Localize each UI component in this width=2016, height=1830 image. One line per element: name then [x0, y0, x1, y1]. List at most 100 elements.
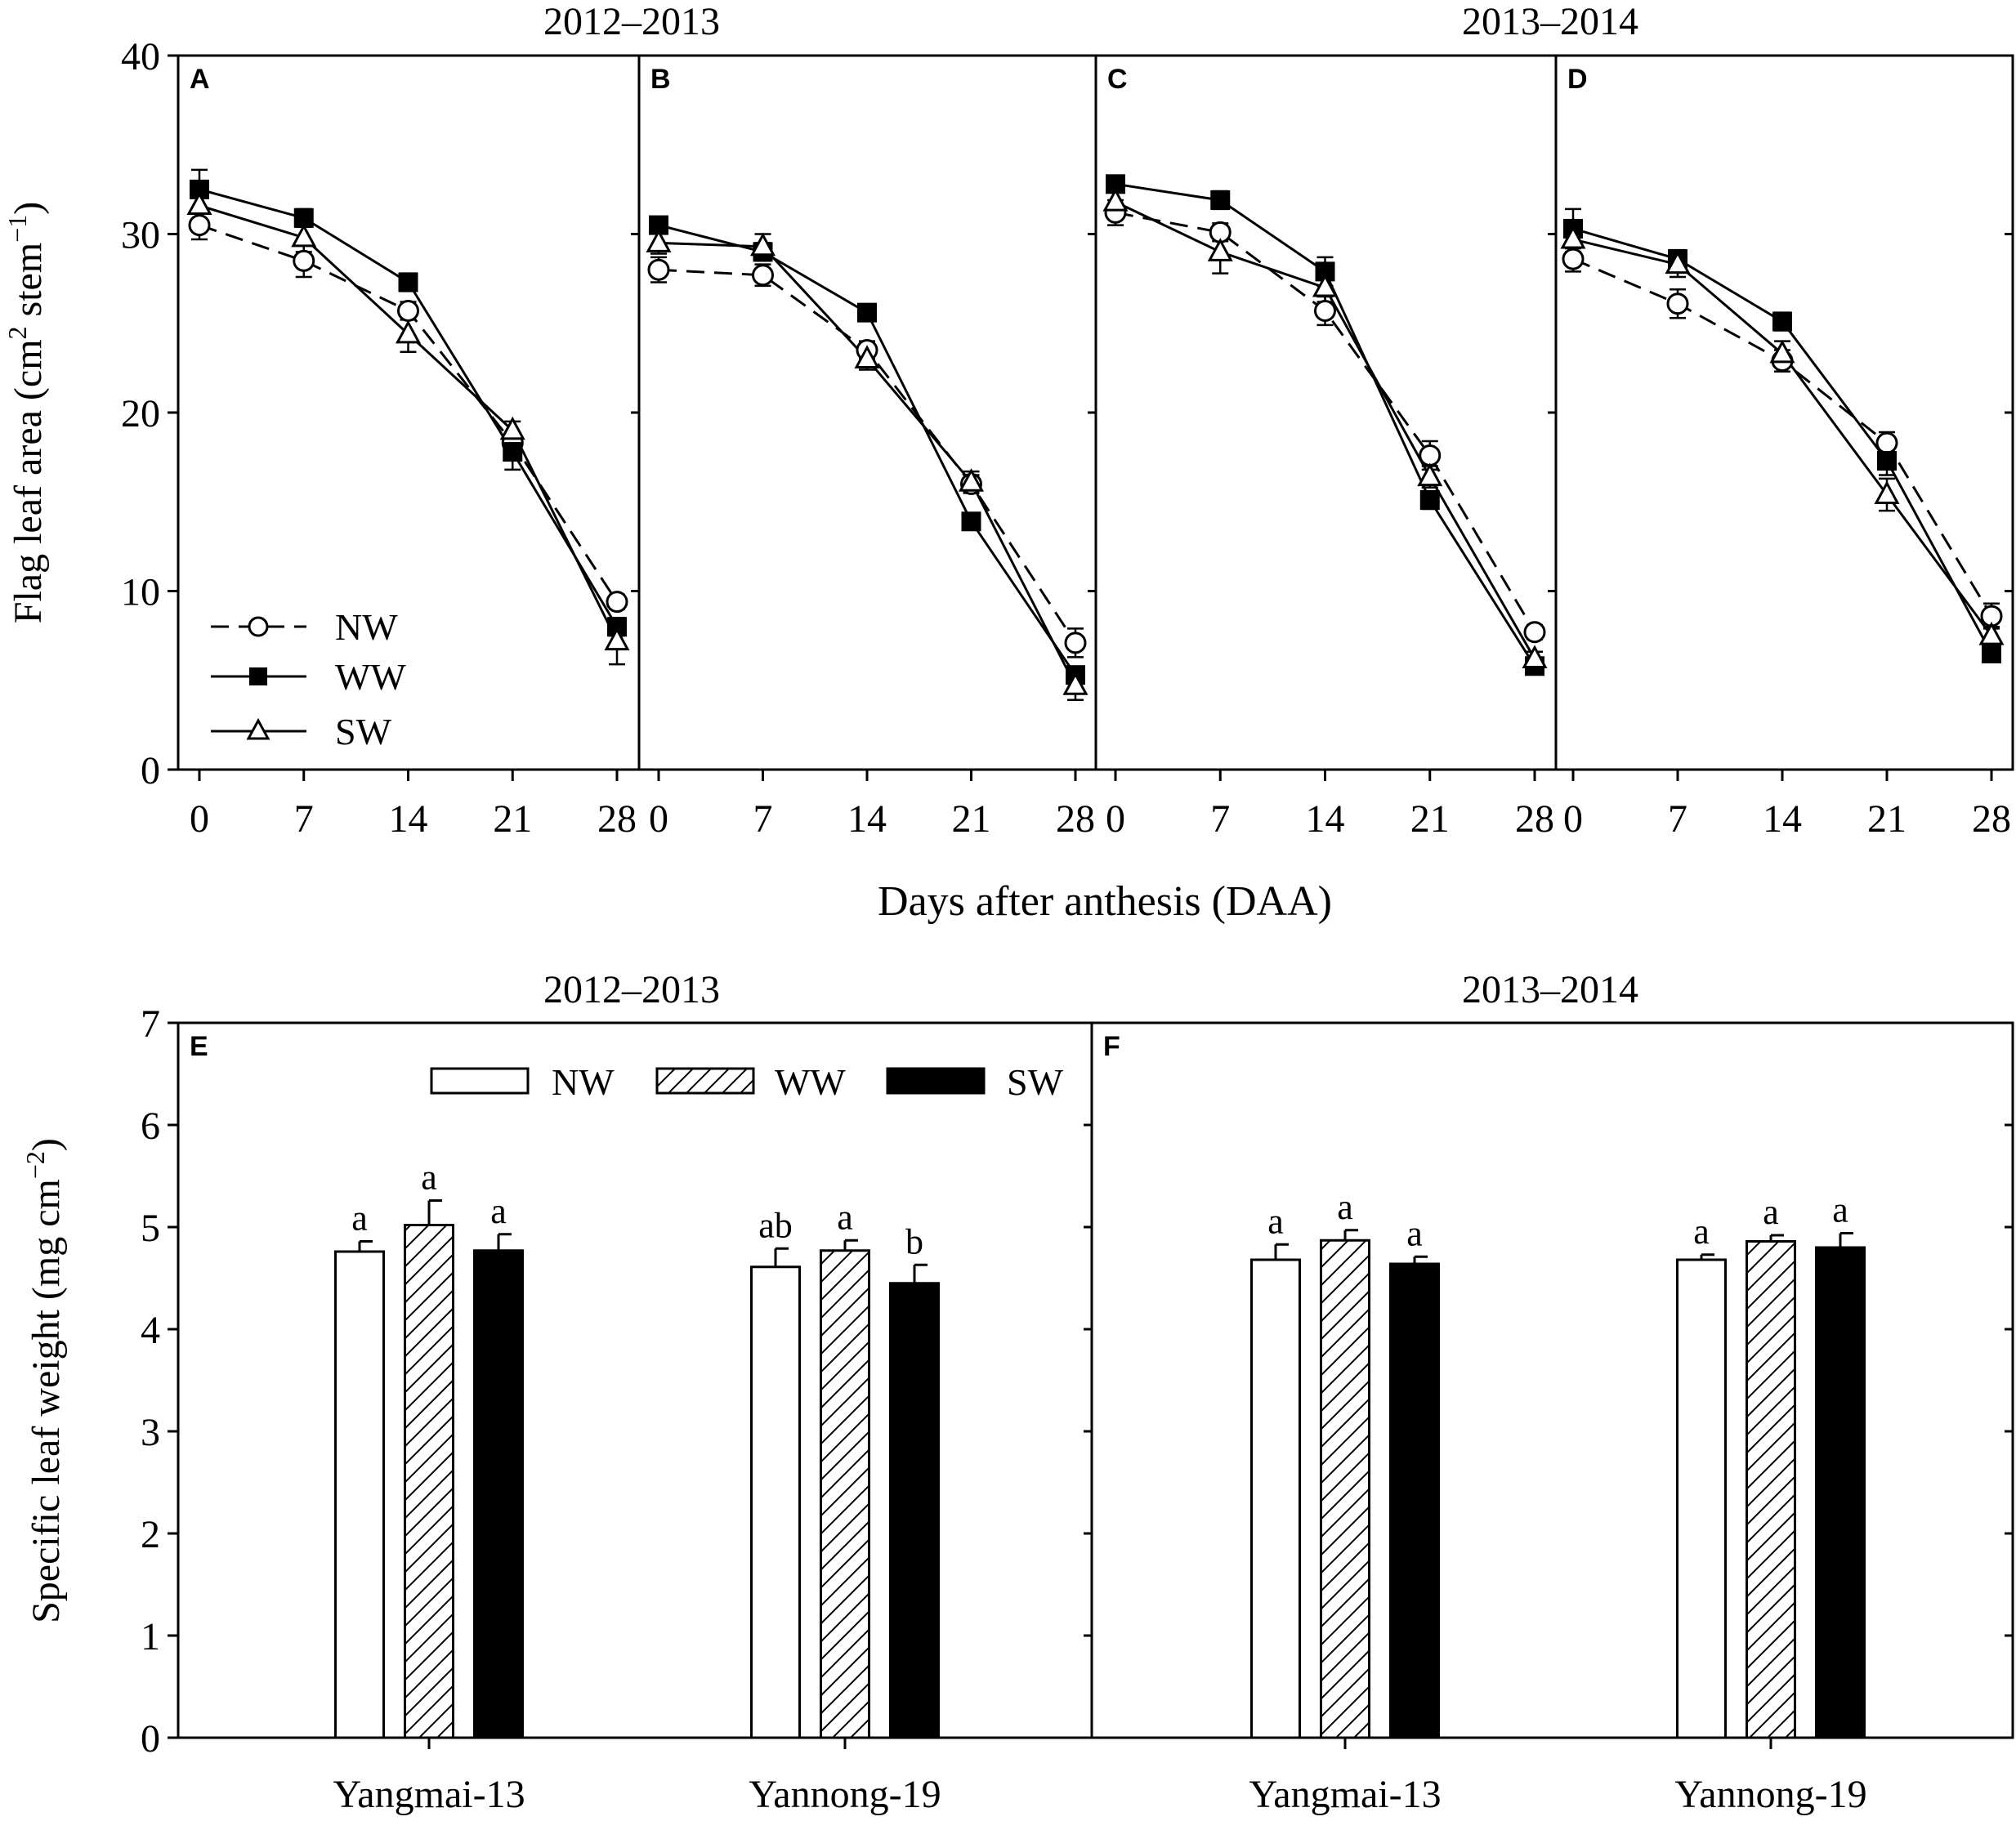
line-x-tick-label: 0: [190, 797, 209, 841]
bar-y-tick-label: 0: [141, 1717, 160, 1761]
panel-B: B 0 7 14 21 28: [637, 54, 1097, 841]
data-point-sw: [958, 468, 985, 492]
data-point-nw: [188, 214, 211, 237]
bar-x-tick-label: Yangmai-13: [1249, 1773, 1441, 1816]
line-y-tick-label: 20: [121, 392, 160, 435]
data-point-sw: [1312, 273, 1339, 297]
line-y-tick-label: 10: [121, 571, 160, 614]
bar-legend: NW WW SW: [430, 1061, 1064, 1103]
data-point-ww: [1982, 643, 2001, 663]
bar-y-tick-label: 4: [141, 1309, 160, 1352]
line-x-tick-label: 7: [1210, 797, 1230, 841]
significance-letter: b: [905, 1221, 923, 1261]
panel-A: A 0 7 14 21 28: [177, 54, 641, 841]
bar-y-tick-label: 7: [141, 1002, 160, 1046]
line-x-tick-label: 0: [1563, 797, 1583, 841]
bar-sw: [1815, 1246, 1866, 1739]
data-point-sw: [1769, 339, 1795, 364]
significance-letter: a: [351, 1198, 368, 1239]
line-y-tick-label: 40: [121, 35, 160, 78]
data-point-sw: [186, 191, 212, 216]
bar-sw: [473, 1249, 524, 1739]
bar-y-tick-label: 6: [141, 1105, 160, 1148]
line-legend: NW WW SW: [211, 606, 406, 752]
data-point-nw: [1875, 431, 1898, 454]
bar-ylabel-end: ): [25, 1138, 68, 1151]
panel-F-frame: [1090, 1021, 2014, 1739]
data-point-ww: [503, 442, 523, 462]
data-point-sw: [1560, 225, 1586, 249]
data-point-ww: [1877, 450, 1897, 471]
panel-letter-D: D: [1567, 64, 1588, 95]
line-x-tick-label: 14: [1763, 797, 1802, 841]
line-x-tick-label: 14: [847, 797, 887, 841]
bar-ww: [1320, 1239, 1370, 1739]
data-point-sw: [646, 229, 672, 252]
panel-C: C 0 7 14 21 28: [1094, 54, 1558, 841]
data-point-ww: [857, 302, 877, 323]
bar-nw: [1250, 1258, 1301, 1739]
panel-C-frame: [1094, 54, 1558, 771]
data-point-nw: [606, 591, 628, 614]
line-ylabel-main: Flag leaf area (cm: [7, 339, 50, 623]
line-x-tick-label: 0: [649, 797, 668, 841]
line-ylabel-sup1: 2: [2, 326, 32, 339]
panel-letter-B: B: [650, 64, 671, 95]
panel-D: D 0 7 14 21 28: [1554, 54, 2014, 841]
legend-ww-label: WW: [335, 656, 406, 698]
bar-y-axis: 0 1 2 3 4 5 6 7: [141, 1002, 178, 1761]
data-point-ww: [1419, 490, 1440, 511]
series-line-sw: [1572, 238, 1993, 637]
line-charts-row: 2012–2013 2013–2014 A0 7 14 21 28 B0 7 14 21 28 …: [2, 0, 2014, 925]
significance-letter: a: [1337, 1187, 1353, 1227]
data-point-nw: [647, 258, 670, 281]
year-title-2012-2013-bottom: 2012–2013: [543, 968, 720, 1011]
data-point-sw: [1207, 238, 1233, 261]
bar-ylabel-main: Specific leaf weight (mg cm: [25, 1179, 68, 1623]
line-x-tick-label: 28: [1515, 797, 1554, 841]
bar-x-tick-label: Yannong-19: [749, 1773, 941, 1816]
data-point-nw: [1523, 621, 1546, 644]
panel-letter-C: C: [1107, 64, 1128, 95]
line-x-tick-label: 7: [753, 797, 773, 841]
line-y-tick-label: 30: [121, 214, 160, 257]
data-point-nw: [1562, 248, 1585, 270]
open-circle-icon: [248, 616, 269, 637]
bar-nw: [750, 1265, 801, 1739]
series-line-ww: [658, 224, 1077, 676]
bar-x-tick-label: Yangmai-13: [333, 1773, 525, 1816]
series-line-sw: [199, 204, 619, 642]
panel-F: F Yangmai-13 a a a Yannong-19 a a a: [1090, 1021, 2014, 1816]
legend-bar-sw-swatch: [886, 1067, 986, 1095]
data-point-sw: [1522, 645, 1548, 669]
significance-letter: a: [421, 1158, 437, 1198]
panel-D-frame: [1554, 54, 2014, 771]
bar-sw: [889, 1282, 940, 1739]
data-point-sw: [604, 627, 630, 651]
line-x-tick-label: 21: [952, 797, 991, 841]
data-point-sw: [291, 223, 317, 248]
data-point-nw: [1064, 632, 1087, 654]
significance-letter: ab: [758, 1205, 793, 1245]
series-line-ww: [1572, 227, 1993, 654]
legend-bar-nw-label: NW: [552, 1061, 615, 1103]
data-point-sw: [854, 345, 880, 368]
legend-nw-label: NW: [335, 606, 398, 648]
data-point-sw: [749, 232, 776, 257]
line-x-tick-label: 21: [1410, 797, 1450, 841]
series-line-ww: [199, 188, 619, 627]
data-point-nw: [293, 249, 315, 272]
data-point-ww: [961, 511, 981, 532]
line-x-tick-label: 7: [294, 797, 314, 841]
line-x-tick-label: 0: [1106, 797, 1125, 841]
significance-letter: a: [1832, 1190, 1848, 1230]
line-x-tick-label: 14: [389, 797, 428, 841]
data-point-ww: [1210, 190, 1231, 210]
line-x-tick-label: 14: [1306, 797, 1345, 841]
line-x-axis-label: Days after anthesis (DAA): [878, 878, 1332, 925]
line-ylabel-end: ): [7, 202, 50, 215]
line-x-tick-label: 7: [1668, 797, 1687, 841]
data-point-nw: [1419, 444, 1442, 466]
